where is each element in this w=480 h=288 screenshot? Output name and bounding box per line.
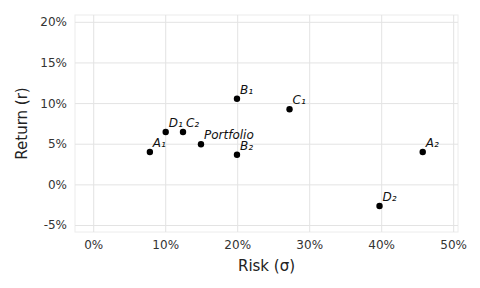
y-grid <box>75 103 458 104</box>
y-tick-label: 5% <box>48 137 67 151</box>
y-tick-label: 15% <box>40 56 67 70</box>
point-label: C₂ <box>186 116 199 130</box>
x-tick-label: 20% <box>224 238 251 252</box>
point-label: A₁ <box>152 136 166 150</box>
point-label: D₂ <box>383 190 397 204</box>
x-grid <box>453 15 454 232</box>
y-tick-label: 10% <box>40 97 67 111</box>
plot-frame <box>75 15 458 232</box>
point-label: D₁ <box>169 116 183 130</box>
x-grid <box>237 15 238 232</box>
x-tick-label: 50% <box>440 238 467 252</box>
x-tick-label: 30% <box>296 238 323 252</box>
chart: 0% 10% 20% 30% 40% 50% -5% 0% 5% 10% 15% 20% Risk (σ… <box>0 0 480 288</box>
point-label: B₁ <box>240 83 253 97</box>
x-tick-label: 0% <box>84 238 103 252</box>
point-label: C₁ <box>293 93 306 107</box>
x-tick-label: 40% <box>368 238 395 252</box>
points <box>147 96 426 210</box>
x-grid <box>165 15 166 232</box>
y-tick-label: 20% <box>40 15 67 29</box>
point-label: B₂ <box>240 139 253 153</box>
y-grid <box>75 225 458 226</box>
y-grid <box>75 184 458 185</box>
y-grid <box>75 22 458 23</box>
x-grid <box>309 15 310 232</box>
x-axis-title: Risk (σ) <box>238 257 295 275</box>
y-grid <box>75 62 458 63</box>
y-axis-title: Return (r) <box>13 87 31 159</box>
y-tick-label: 0% <box>48 178 67 192</box>
y-tick-label: -5% <box>44 218 67 232</box>
x-grid <box>93 15 94 232</box>
x-tick-label: 10% <box>152 238 179 252</box>
point-label: A₂ <box>425 136 439 150</box>
y-grid <box>75 144 458 145</box>
